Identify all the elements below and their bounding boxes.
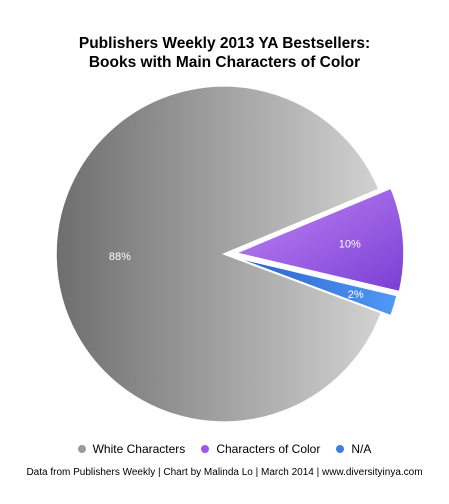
pie-slice-white-characters	[55, 85, 383, 423]
legend-item-na: N/A	[336, 442, 371, 456]
chart-title: Publishers Weekly 2013 YA Bestsellers: B…	[0, 34, 449, 72]
legend-item-white-characters: White Characters	[77, 442, 186, 456]
legend-item-characters-of-color: Characters of Color	[201, 442, 320, 456]
pie-slice-characters-of-color	[233, 187, 405, 293]
chart-title-line-2: Books with Main Characters of Color	[88, 54, 361, 71]
chart-footer-credit: Data from Publishers Weekly | Chart by M…	[26, 467, 423, 478]
legend-swatch-white	[77, 445, 86, 453]
chart-title-line-1: Publishers Weekly 2013 YA Bestsellers:	[78, 35, 371, 52]
pie-slice-na	[233, 256, 398, 317]
legend: White Characters Characters of Color N/A	[0, 442, 449, 456]
legend-swatch-na	[336, 445, 345, 453]
pie-label-characters-of-color: 10%	[339, 239, 361, 251]
legend-label-color: Characters of Color	[216, 442, 321, 456]
legend-label-white: White Characters	[92, 442, 186, 456]
legend-swatch-color	[201, 445, 210, 453]
pie-label-white-characters: 88%	[109, 251, 131, 263]
legend-label-na: N/A	[351, 442, 372, 456]
pie-label-na: 2%	[348, 289, 364, 301]
